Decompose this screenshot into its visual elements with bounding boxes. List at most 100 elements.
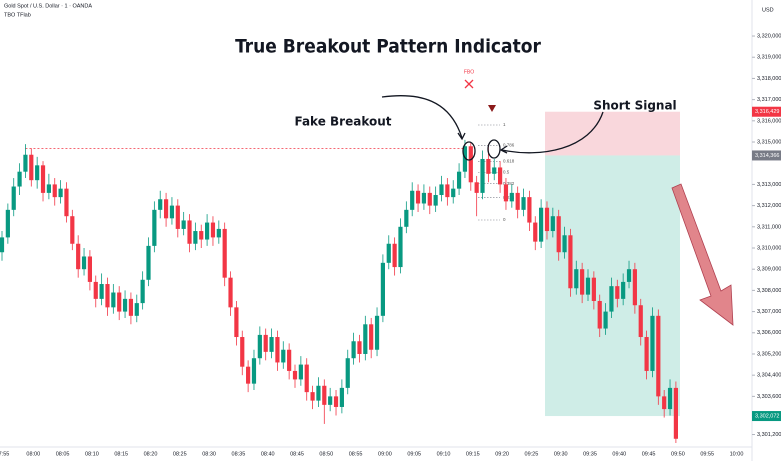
candle-body <box>251 358 257 384</box>
candle-body <box>292 370 298 380</box>
x-tick-label: 09:10 <box>437 451 451 457</box>
candle-body <box>603 311 608 329</box>
y-tick-label: 3,319,000 <box>757 55 781 61</box>
y-tick-label: 3,316,000 <box>757 118 781 124</box>
candle-body <box>128 298 134 316</box>
y-tick-label: 3,308,000 <box>757 288 781 294</box>
candle-body <box>498 167 503 185</box>
candle-body <box>462 146 468 172</box>
candle-body <box>210 222 216 238</box>
candle-body <box>316 385 321 401</box>
fib-label: 0.786 <box>503 143 515 148</box>
candle-body <box>58 188 63 198</box>
candle-body <box>35 165 40 181</box>
candle-body <box>591 277 596 301</box>
candle-body <box>392 243 397 268</box>
y-tick-label: 3,303,600 <box>757 394 781 400</box>
x-tick-label: 08:35 <box>232 451 246 457</box>
x-tick-label: 08:50 <box>319 451 333 457</box>
candle-body <box>621 281 626 299</box>
candle-body <box>550 216 555 232</box>
candle-body <box>169 205 175 219</box>
price-label-box <box>752 411 781 422</box>
candle-body <box>234 307 239 338</box>
price-label-box <box>752 150 781 161</box>
y-tick-label: 3,318,000 <box>757 76 781 82</box>
candle-body <box>76 243 81 270</box>
candle-body <box>298 364 303 380</box>
y-tick-label: 3,315,000 <box>757 139 781 145</box>
candle-body <box>158 199 163 210</box>
candle-body <box>638 305 643 338</box>
x-tick-label: 09:00 <box>378 451 392 457</box>
x-tick-label: 09:20 <box>495 451 509 457</box>
x-tick-label: 09:05 <box>407 451 421 457</box>
candle-body <box>287 349 292 371</box>
chart-title: True Breakout Pattern Indicator <box>235 36 541 58</box>
candle-body <box>415 190 421 204</box>
y-tick-label: 3,306,000 <box>757 330 781 336</box>
candle-body <box>240 337 245 367</box>
candle-body <box>105 284 110 308</box>
candle-body <box>468 146 473 183</box>
y-tick-label: 3,307,000 <box>757 309 781 315</box>
fib-label: 0.5 <box>503 170 510 175</box>
candle-body <box>11 186 16 210</box>
x-tick-label: 09:30 <box>554 451 568 457</box>
candle-body <box>0 237 5 253</box>
candle-body <box>427 192 432 206</box>
candle-body <box>509 192 514 202</box>
candle-body <box>163 199 169 219</box>
y-tick-label: 3,305,200 <box>757 351 781 357</box>
candle-body <box>246 366 251 384</box>
candle-body <box>374 315 380 350</box>
candle-body <box>580 269 585 295</box>
candle-body <box>539 207 544 242</box>
arrow-head <box>499 145 508 154</box>
candle-body <box>386 243 391 263</box>
candle-body <box>486 158 491 174</box>
candle-body <box>474 182 479 193</box>
x-tick-label: 08:55 <box>349 451 363 457</box>
x-tick-label: 08:45 <box>290 451 304 457</box>
candle-body <box>81 256 87 270</box>
candle-body <box>87 256 92 282</box>
candle-body <box>609 286 614 312</box>
signal-marker <box>488 105 496 112</box>
candle-body <box>544 207 550 232</box>
fbo-marker <box>464 79 474 89</box>
candle-body <box>70 216 75 244</box>
candle-body <box>93 281 98 299</box>
candle-body <box>46 184 51 193</box>
candle-body <box>275 337 280 363</box>
y-tick-label: 3,304,400 <box>757 373 781 379</box>
candle-body <box>515 192 520 210</box>
candle-body <box>439 184 444 196</box>
candle-body <box>304 364 309 393</box>
candle-body <box>222 228 227 278</box>
candle-body <box>363 324 368 354</box>
y-tick-label: 3,312,000 <box>757 203 781 209</box>
candle-body <box>644 337 649 371</box>
candle-body <box>480 158 485 193</box>
candle-body <box>29 154 34 181</box>
x-tick-label: 09:15 <box>466 451 480 457</box>
price-label-box <box>752 106 781 117</box>
candle-body <box>556 216 561 253</box>
x-tick-label: 7:55 <box>0 451 9 457</box>
candle-body <box>17 171 22 187</box>
x-tick-label: 08:25 <box>173 451 187 457</box>
candle-body <box>117 292 122 312</box>
candle-body <box>122 298 128 312</box>
candle-body <box>99 284 104 299</box>
x-tick-label: 08:20 <box>144 451 158 457</box>
x-tick-label: 08:10 <box>85 451 99 457</box>
candle-body <box>40 165 46 193</box>
currency: USD <box>762 7 774 13</box>
candle-body <box>269 337 274 352</box>
x-tick-label: 10:00 <box>730 451 744 457</box>
circle <box>487 139 501 159</box>
fib-label: 0.382 <box>503 181 515 186</box>
candle-body <box>492 167 497 174</box>
candle-body <box>345 358 350 388</box>
